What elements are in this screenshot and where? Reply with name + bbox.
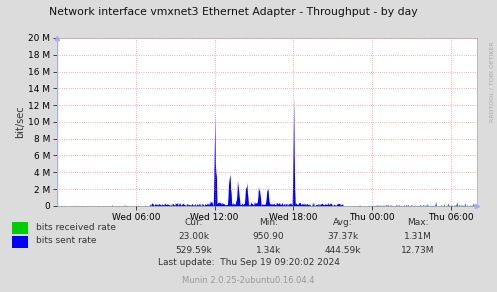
Text: 1.34k: 1.34k bbox=[256, 246, 281, 255]
Text: Last update:  Thu Sep 19 09:20:02 2024: Last update: Thu Sep 19 09:20:02 2024 bbox=[158, 258, 339, 267]
Text: Network interface vmxnet3 Ethernet Adapter - Throughput - by day: Network interface vmxnet3 Ethernet Adapt… bbox=[49, 7, 418, 17]
Text: 1.31M: 1.31M bbox=[404, 232, 431, 241]
Text: Min:: Min: bbox=[259, 218, 278, 227]
Y-axis label: bit/sec: bit/sec bbox=[15, 106, 25, 138]
Text: 950.90: 950.90 bbox=[252, 232, 284, 241]
Text: 37.37k: 37.37k bbox=[328, 232, 358, 241]
Text: Munin 2.0.25-2ubuntu0.16.04.4: Munin 2.0.25-2ubuntu0.16.04.4 bbox=[182, 276, 315, 285]
Text: Cur:: Cur: bbox=[184, 218, 203, 227]
Text: 444.59k: 444.59k bbox=[325, 246, 361, 255]
Text: Avg:: Avg: bbox=[333, 218, 353, 227]
Text: bits sent rate: bits sent rate bbox=[36, 237, 96, 245]
Text: 529.59k: 529.59k bbox=[175, 246, 212, 255]
Text: 12.73M: 12.73M bbox=[401, 246, 434, 255]
Text: bits received rate: bits received rate bbox=[36, 223, 116, 232]
Text: Max:: Max: bbox=[407, 218, 428, 227]
Text: 23.00k: 23.00k bbox=[178, 232, 209, 241]
Text: RRDTOOL / TOBI OETIKER: RRDTOOL / TOBI OETIKER bbox=[490, 41, 495, 122]
